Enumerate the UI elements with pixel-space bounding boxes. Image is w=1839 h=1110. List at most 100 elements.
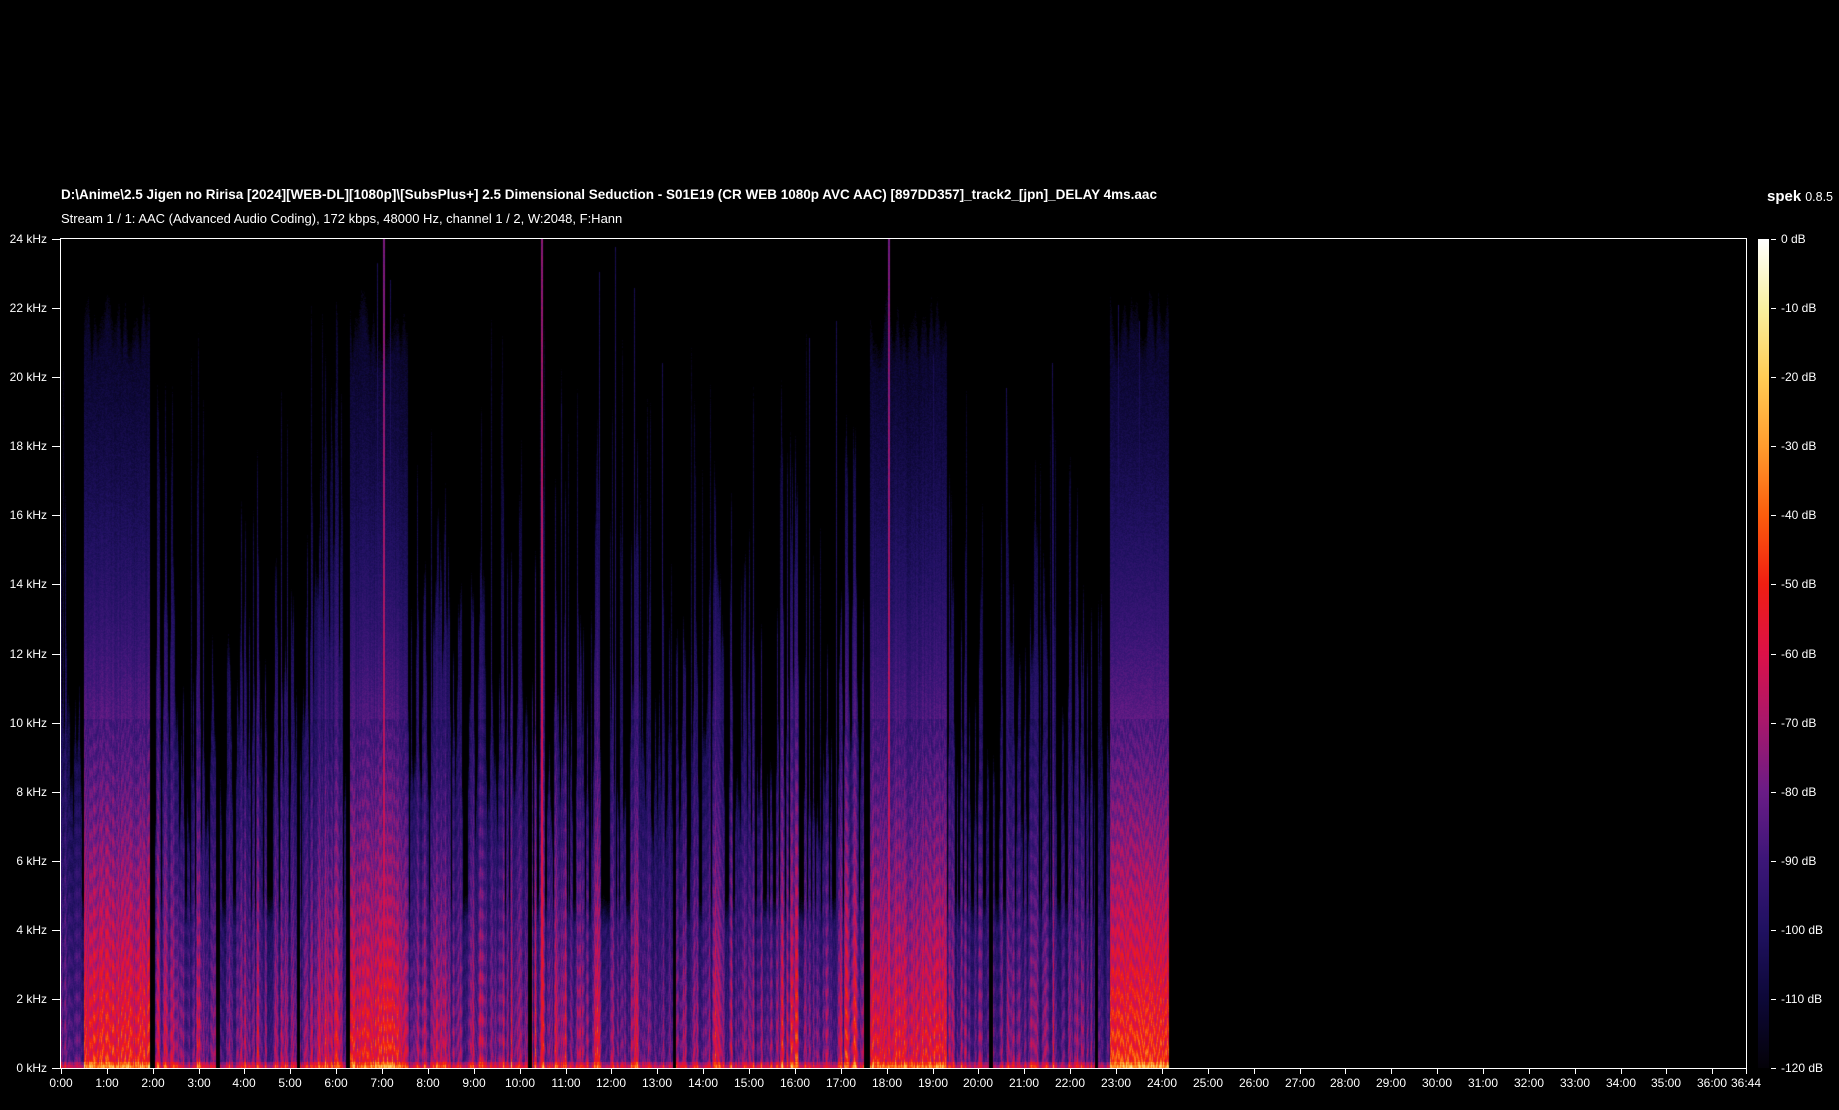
freq-tick-mark: [52, 999, 60, 1000]
time-tick-label: 21:00: [1008, 1076, 1040, 1090]
time-tick-label: 27:00: [1284, 1076, 1316, 1090]
db-tick-label: 0 dB: [1781, 232, 1806, 246]
time-tick-mark: [1391, 1069, 1392, 1074]
db-tick-label: -30 dB: [1781, 439, 1817, 453]
time-tick-label: 26:00: [1238, 1076, 1270, 1090]
time-tick-label: 25:00: [1192, 1076, 1224, 1090]
time-tick-mark: [1116, 1069, 1117, 1074]
time-tick-label: 2:00: [141, 1076, 165, 1090]
freq-tick-label: 14 kHz: [9, 577, 47, 591]
time-tick-mark: [611, 1069, 612, 1074]
freq-tick-mark: [52, 239, 60, 240]
freq-tick-mark: [52, 654, 60, 655]
time-tick-label: 7:00: [370, 1076, 394, 1090]
time-tick-mark: [1437, 1069, 1438, 1074]
time-tick-label: 16:00: [779, 1076, 811, 1090]
time-tick-mark: [978, 1069, 979, 1074]
time-tick-label: 24:00: [1146, 1076, 1178, 1090]
time-tick-mark: [1575, 1069, 1576, 1074]
time-tick-mark: [566, 1069, 567, 1074]
time-tick-mark: [1746, 1069, 1747, 1074]
time-tick-label: 0:00: [49, 1076, 73, 1090]
freq-tick-mark: [52, 1068, 60, 1069]
freq-tick-label: 16 kHz: [9, 508, 47, 522]
time-tick-mark: [1483, 1069, 1484, 1074]
db-tick-mark: [1771, 308, 1776, 309]
db-tick-label: -120 dB: [1781, 1061, 1824, 1075]
freq-tick-label: 12 kHz: [9, 647, 47, 661]
time-tick-label: 13:00: [641, 1076, 673, 1090]
time-tick-mark: [520, 1069, 521, 1074]
db-tick-label: -10 dB: [1781, 301, 1817, 315]
freq-tick-mark: [52, 308, 60, 309]
db-tick-mark: [1771, 654, 1776, 655]
time-tick-label: 19:00: [917, 1076, 949, 1090]
time-tick-mark: [199, 1069, 200, 1074]
time-tick-mark: [841, 1069, 842, 1074]
time-tick-label: 36:44: [1730, 1076, 1762, 1090]
time-tick-label: 34:00: [1605, 1076, 1637, 1090]
db-tick-label: -60 dB: [1781, 647, 1817, 661]
time-tick-mark: [61, 1069, 62, 1074]
freq-tick-label: 2 kHz: [16, 992, 47, 1006]
time-tick-label: 11:00: [551, 1076, 581, 1090]
time-tick-mark: [428, 1069, 429, 1074]
time-tick-label: 35:00: [1650, 1076, 1682, 1090]
time-tick-label: 17:00: [825, 1076, 857, 1090]
time-tick-mark: [749, 1069, 750, 1074]
time-tick-mark: [887, 1069, 888, 1074]
db-tick-label: -40 dB: [1781, 508, 1817, 522]
time-tick-label: 10:00: [504, 1076, 536, 1090]
freq-tick-label: 24 kHz: [9, 232, 47, 246]
time-tick-label: 22:00: [1054, 1076, 1086, 1090]
time-tick-mark: [1300, 1069, 1301, 1074]
time-tick-label: 33:00: [1559, 1076, 1591, 1090]
db-tick-label: -110 dB: [1781, 992, 1823, 1006]
spectrogram-canvas: [61, 239, 1746, 1068]
freq-tick-mark: [52, 515, 60, 516]
freq-tick-mark: [52, 861, 60, 862]
db-tick-mark: [1771, 515, 1776, 516]
db-tick-mark: [1771, 239, 1776, 240]
time-tick-label: 32:00: [1513, 1076, 1545, 1090]
freq-tick-label: 0 kHz: [16, 1061, 47, 1075]
db-tick-mark: [1771, 446, 1776, 447]
freq-tick-label: 8 kHz: [16, 785, 47, 799]
time-tick-mark: [933, 1069, 934, 1074]
db-tick-label: -90 dB: [1781, 854, 1817, 868]
freq-tick-mark: [52, 446, 60, 447]
time-tick-label: 6:00: [324, 1076, 348, 1090]
time-tick-mark: [1345, 1069, 1346, 1074]
spectrogram-plot: [60, 238, 1747, 1069]
freq-tick-label: 18 kHz: [9, 439, 47, 453]
freq-tick-label: 10 kHz: [9, 716, 47, 730]
freq-tick-mark: [52, 723, 60, 724]
stream-info: Stream 1 / 1: AAC (Advanced Audio Coding…: [61, 211, 623, 226]
app-version: 0.8.5: [1805, 190, 1833, 204]
time-tick-mark: [1208, 1069, 1209, 1074]
time-tick-label: 8:00: [416, 1076, 440, 1090]
time-tick-mark: [703, 1069, 704, 1074]
time-tick-label: 29:00: [1375, 1076, 1407, 1090]
db-tick-label: -100 dB: [1781, 923, 1824, 937]
time-tick-mark: [1070, 1069, 1071, 1074]
db-colorbar: [1758, 239, 1769, 1068]
freq-tick-label: 22 kHz: [9, 301, 47, 315]
freq-tick-mark: [52, 930, 60, 931]
db-tick-mark: [1771, 584, 1776, 585]
time-tick-mark: [474, 1069, 475, 1074]
time-tick-label: 1:00: [95, 1076, 119, 1090]
time-tick-mark: [1024, 1069, 1025, 1074]
time-tick-mark: [657, 1069, 658, 1074]
db-tick-mark: [1771, 792, 1776, 793]
freq-tick-mark: [52, 792, 60, 793]
time-tick-mark: [382, 1069, 383, 1074]
time-tick-mark: [1254, 1069, 1255, 1074]
time-tick-label: 15:00: [733, 1076, 765, 1090]
time-tick-mark: [107, 1069, 108, 1074]
time-tick-mark: [1666, 1069, 1667, 1074]
app-name: spek: [1766, 188, 1802, 205]
time-tick-label: 20:00: [962, 1076, 994, 1090]
db-tick-mark: [1771, 377, 1776, 378]
